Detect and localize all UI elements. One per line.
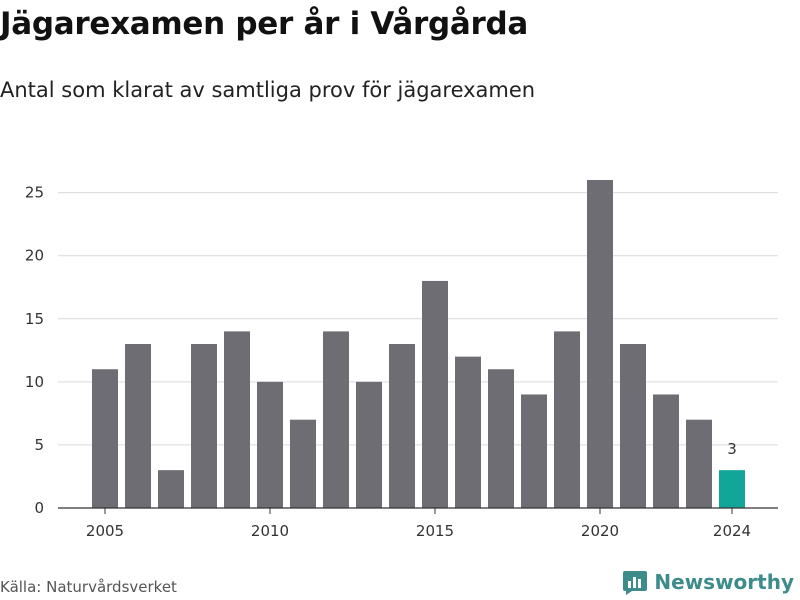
x-tick-label: 2024 — [713, 522, 751, 540]
newsworthy-logo-icon — [623, 571, 648, 595]
x-tick-label: 2020 — [581, 522, 619, 540]
bar-2017 — [488, 369, 514, 508]
bar-2018 — [521, 394, 547, 508]
bar-2011 — [290, 419, 316, 508]
bar-2012 — [323, 331, 349, 508]
bar-2022 — [653, 394, 679, 508]
bar-2008 — [191, 344, 217, 508]
chart-subtitle: Antal som klarat av samtliga prov för jä… — [0, 78, 536, 102]
gridlines — [58, 192, 778, 446]
y-tick-label: 10 — [25, 373, 44, 391]
bar-2005 — [92, 369, 118, 508]
y-tick-label: 15 — [25, 310, 44, 328]
bars — [92, 180, 745, 508]
data-labels: 3 — [727, 440, 737, 458]
brand: Newsworthy — [622, 569, 794, 595]
y-tick-label: 5 — [34, 436, 44, 454]
bar-2024 — [719, 470, 745, 508]
x-tick-label: 2010 — [251, 522, 289, 540]
bar-2014 — [389, 344, 415, 508]
bar-2023 — [686, 419, 712, 508]
y-axis-ticks: 0 5 10 15 20 25 — [25, 184, 44, 517]
bar-2007 — [158, 470, 184, 508]
bar-2009 — [224, 331, 250, 508]
bar-2020 — [587, 180, 613, 508]
data-label-2024: 3 — [727, 440, 737, 458]
x-tick-label: 2005 — [86, 522, 124, 540]
bar-2021 — [620, 344, 646, 508]
y-tick-label: 25 — [25, 184, 44, 202]
bar-chart: 0 5 10 15 20 25 2005 2010 2015 2020 2024 3 — [25, 180, 778, 540]
bar-2019 — [554, 331, 580, 508]
y-tick-label: 20 — [25, 247, 44, 265]
x-axis-ticks: 2005 2010 2015 2020 2024 — [86, 508, 751, 540]
chart-title: Jägarexamen per år i Vårgårda — [0, 6, 529, 42]
x-tick-label: 2015 — [416, 522, 454, 540]
bar-2016 — [455, 356, 481, 508]
bar-2006 — [125, 344, 151, 508]
bar-2015 — [422, 280, 448, 508]
bar-2013 — [356, 381, 382, 508]
brand-name: Newsworthy — [654, 570, 794, 594]
source-note: Källa: Naturvårdsverket — [0, 578, 177, 596]
y-tick-label: 0 — [34, 499, 44, 517]
bar-2010 — [257, 381, 283, 508]
